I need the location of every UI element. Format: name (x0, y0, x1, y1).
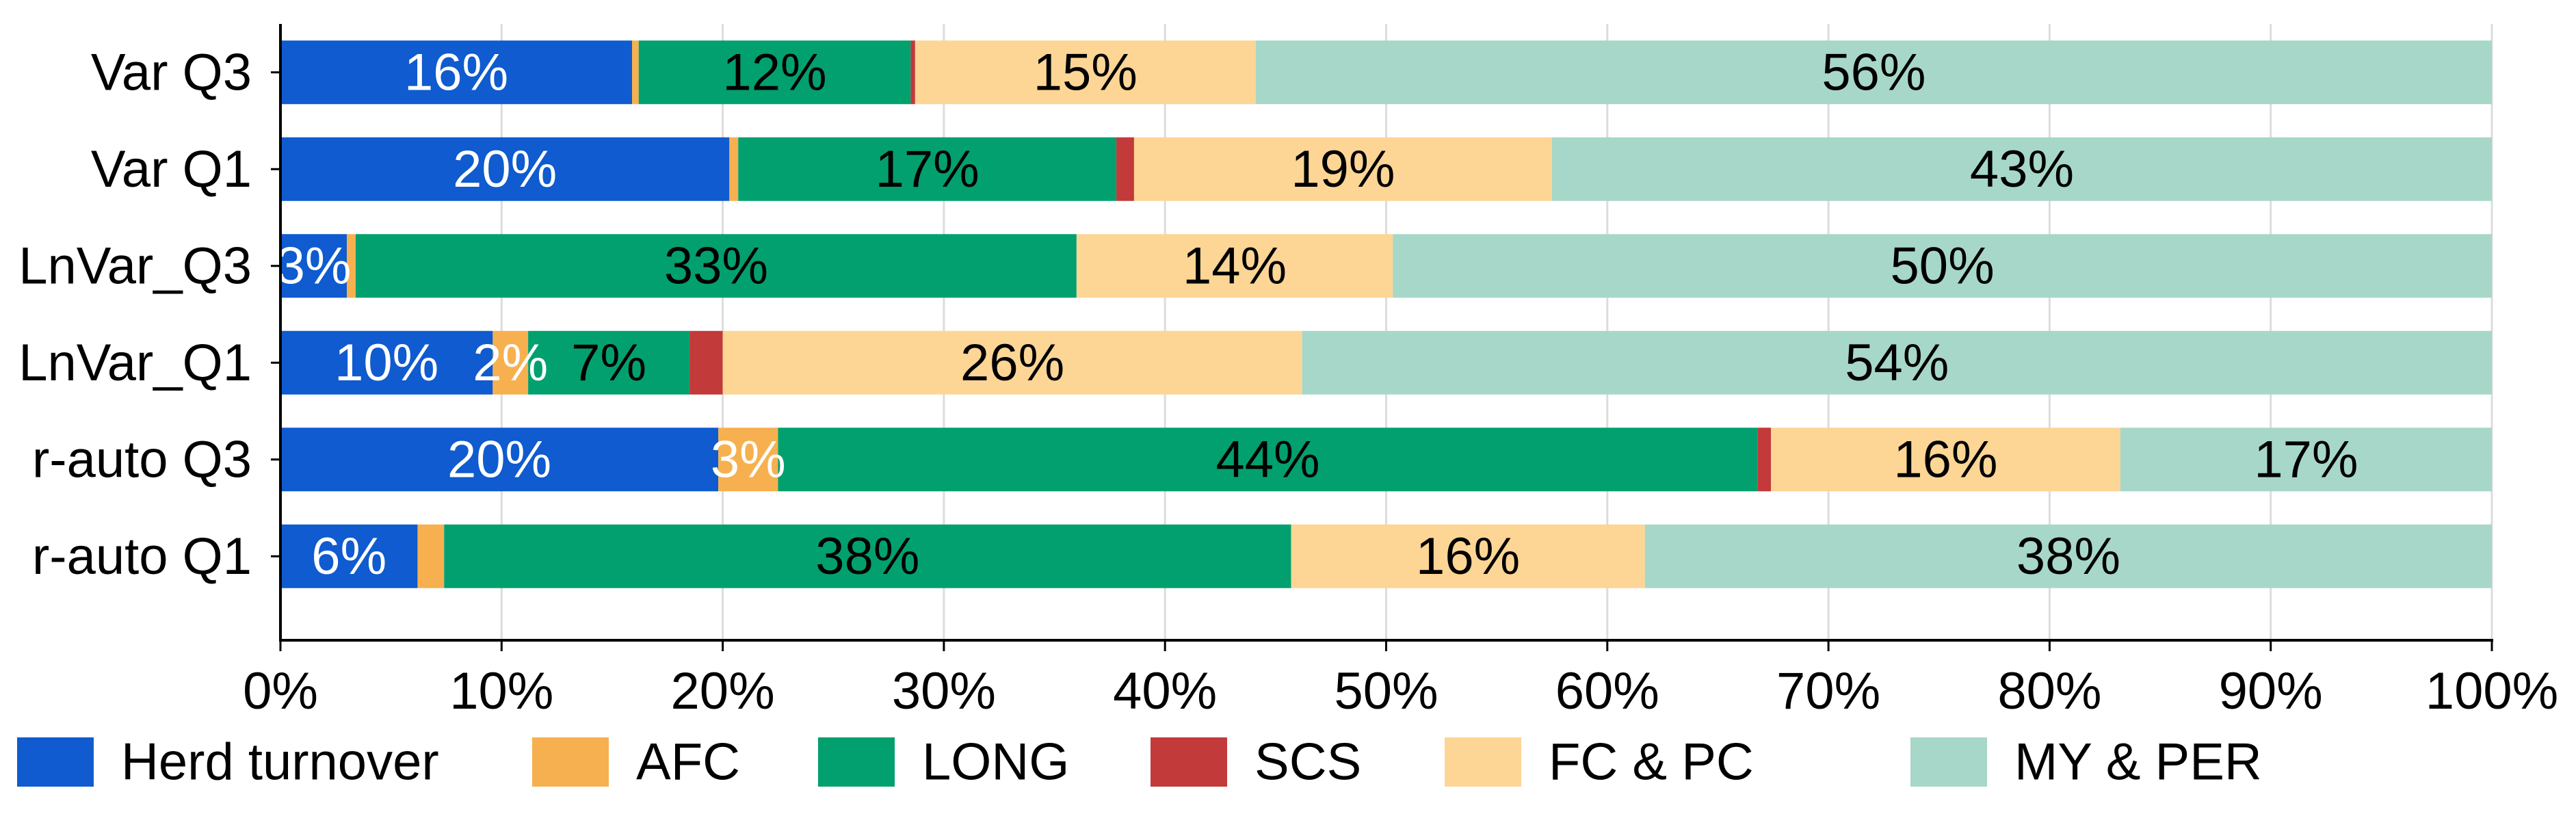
data-label-var-q3-fc-and-pc: 15% (1034, 43, 1138, 101)
x-tick-label: 60% (1555, 662, 1659, 720)
x-tick-label: 80% (1997, 662, 2101, 720)
bar-r-auto-q1-my-and-per (1644, 524, 2492, 588)
bars (280, 40, 2492, 588)
bar-var-q1-herd-turnover (280, 137, 730, 201)
data-label-r-auto-q1-long: 38% (815, 527, 919, 586)
legend-label-herd-turnover: Herd turnover (121, 733, 439, 791)
data-label-var-q3-herd-turnover: 16% (404, 43, 508, 101)
bar-r-auto-q3-afc (718, 428, 778, 492)
data-label-var-q3-long: 12% (723, 43, 827, 101)
legend-swatch-long (818, 737, 895, 787)
data-label-r-auto-q1-fc-and-pc: 16% (1416, 527, 1520, 586)
x-tick-label: 100% (2426, 662, 2558, 720)
bar-var-q1-afc (729, 137, 739, 201)
legend-swatch-my-and-per (1910, 737, 1987, 787)
data-label-r-auto-q3-afc: 3% (711, 430, 786, 488)
category-label: r-auto Q3 (32, 430, 252, 488)
bar-var-q1-long (738, 137, 1117, 201)
data-label-lnvar-q1-my-and-per: 54% (1845, 334, 1949, 392)
category-label: Var Q3 (91, 43, 252, 101)
data-label-r-auto-q3-long: 44% (1215, 430, 1319, 488)
category-label: Var Q1 (91, 140, 252, 198)
bar-r-auto-q1-fc-and-pc (1291, 524, 1645, 588)
axes (271, 24, 2493, 651)
legend-swatch-scs (1151, 737, 1227, 787)
bar-r-auto-q3-scs (1757, 428, 1772, 492)
bar-var-q3-my-and-per (1255, 40, 2492, 105)
data-label-var-q3-my-and-per: 56% (1822, 43, 1926, 101)
bar-r-auto-q1-long (444, 524, 1291, 588)
bar-r-auto-q3-long (778, 428, 1758, 492)
bar-lnvar-q3-fc-and-pc (1076, 234, 1393, 298)
data-label-lnvar-q3-long: 33% (664, 237, 768, 295)
data-label-lnvar-q1-fc-and-pc: 26% (960, 334, 1064, 392)
x-tick-label: 10% (449, 662, 553, 720)
data-label-r-auto-q3-herd-turnover: 20% (447, 430, 551, 488)
x-tick-label: 50% (1334, 662, 1438, 720)
bar-var-q3-long (638, 40, 911, 105)
data-label-var-q1-long: 17% (876, 140, 980, 198)
data-label-r-auto-q3-my-and-per: 17% (2254, 430, 2358, 488)
x-tick-label: 20% (671, 662, 775, 720)
x-tick-labels: 0% 10% 20% 30% 40% 50% 60% 70% 80% 90% 100% (243, 662, 2558, 720)
bar-lnvar-q1-fc-and-pc (722, 330, 1302, 395)
bar-var-q3-herd-turnover (280, 40, 633, 105)
bar-r-auto-q1-afc (417, 524, 445, 588)
data-label-var-q1-my-and-per: 43% (1970, 140, 2074, 198)
bar-r-auto-q3-my-and-per (2120, 428, 2492, 492)
category-label: LnVar_Q3 (18, 237, 252, 295)
bar-r-auto-q1-herd-turnover (280, 524, 418, 588)
data-label-var-q1-herd-turnover: 20% (453, 140, 557, 198)
legend: Herd turnover AFC LONG SCS FC & PC MY & PER (17, 733, 2262, 791)
bar-lnvar-q3-long (355, 234, 1077, 298)
bar-var-q3-fc-and-pc (915, 40, 1256, 105)
category-label: r-auto Q1 (32, 527, 252, 586)
bar-r-auto-q3-fc-and-pc (1771, 428, 2120, 492)
x-tick-label: 0% (243, 662, 318, 720)
data-label-r-auto-q1-my-and-per: 38% (2016, 527, 2120, 586)
x-tick-label: 40% (1113, 662, 1217, 720)
data-label-r-auto-q3-fc-and-pc: 16% (1893, 430, 1997, 488)
legend-label-long: LONG (922, 733, 1069, 791)
x-tick-label: 30% (892, 662, 996, 720)
bar-var-q3-scs (910, 40, 915, 105)
data-label-lnvar-q1-long: 7% (571, 334, 646, 392)
bar-var-q1-my-and-per (1551, 137, 2492, 201)
legend-swatch-afc (532, 737, 609, 787)
bar-lnvar-q3-afc (346, 234, 356, 298)
bar-r-auto-q3-herd-turnover (280, 428, 719, 492)
bar-lnvar-q1-long (528, 330, 690, 395)
bar-lnvar-q3-herd-turnover (280, 234, 347, 298)
bar-lnvar-q1-my-and-per (1302, 330, 2492, 395)
bar-var-q1-scs (1116, 137, 1134, 201)
legend-label-afc: AFC (636, 733, 740, 791)
data-label-lnvar-q3-fc-and-pc: 14% (1183, 237, 1287, 295)
x-tick-label: 70% (1776, 662, 1880, 720)
bar-var-q3-afc (632, 40, 639, 105)
bar-var-q1-fc-and-pc (1133, 137, 1552, 201)
data-label-r-auto-q1-herd-turnover: 6% (311, 527, 386, 586)
x-tick-label: 90% (2219, 662, 2323, 720)
legend-label-scs: SCS (1254, 733, 1361, 791)
bar-lnvar-q1-afc (492, 330, 529, 395)
bar-lnvar-q1-scs (689, 330, 723, 395)
data-label-lnvar-q3-my-and-per: 50% (1891, 237, 1995, 295)
legend-swatch-herd-turnover (17, 737, 94, 787)
data-label-lnvar-q3-herd-turnover: 3% (276, 237, 352, 295)
segment-labels: 16% 12% 15% 56% 20% 17% 19% 43% 3% 33% 14% 50% 10% 2%… (276, 43, 2358, 586)
legend-swatch-fc-and-pc (1445, 737, 1521, 787)
bar-lnvar-q1-herd-turnover (280, 330, 493, 395)
legend-label-fc-and-pc: FC & PC (1549, 733, 1754, 791)
category-label: LnVar_Q1 (18, 334, 252, 392)
legend-label-my-and-per: MY & PER (2014, 733, 2262, 791)
data-label-lnvar-q1-afc: 2% (473, 334, 548, 392)
category-labels: Var Q3 Var Q1 LnVar_Q3 LnVar_Q1 r-auto Q3 r-a… (18, 43, 252, 586)
data-label-lnvar-q1-herd-turnover: 10% (334, 334, 438, 392)
bar-lnvar-q3-my-and-per (1393, 234, 2492, 298)
data-label-var-q1-fc-and-pc: 19% (1291, 140, 1395, 198)
